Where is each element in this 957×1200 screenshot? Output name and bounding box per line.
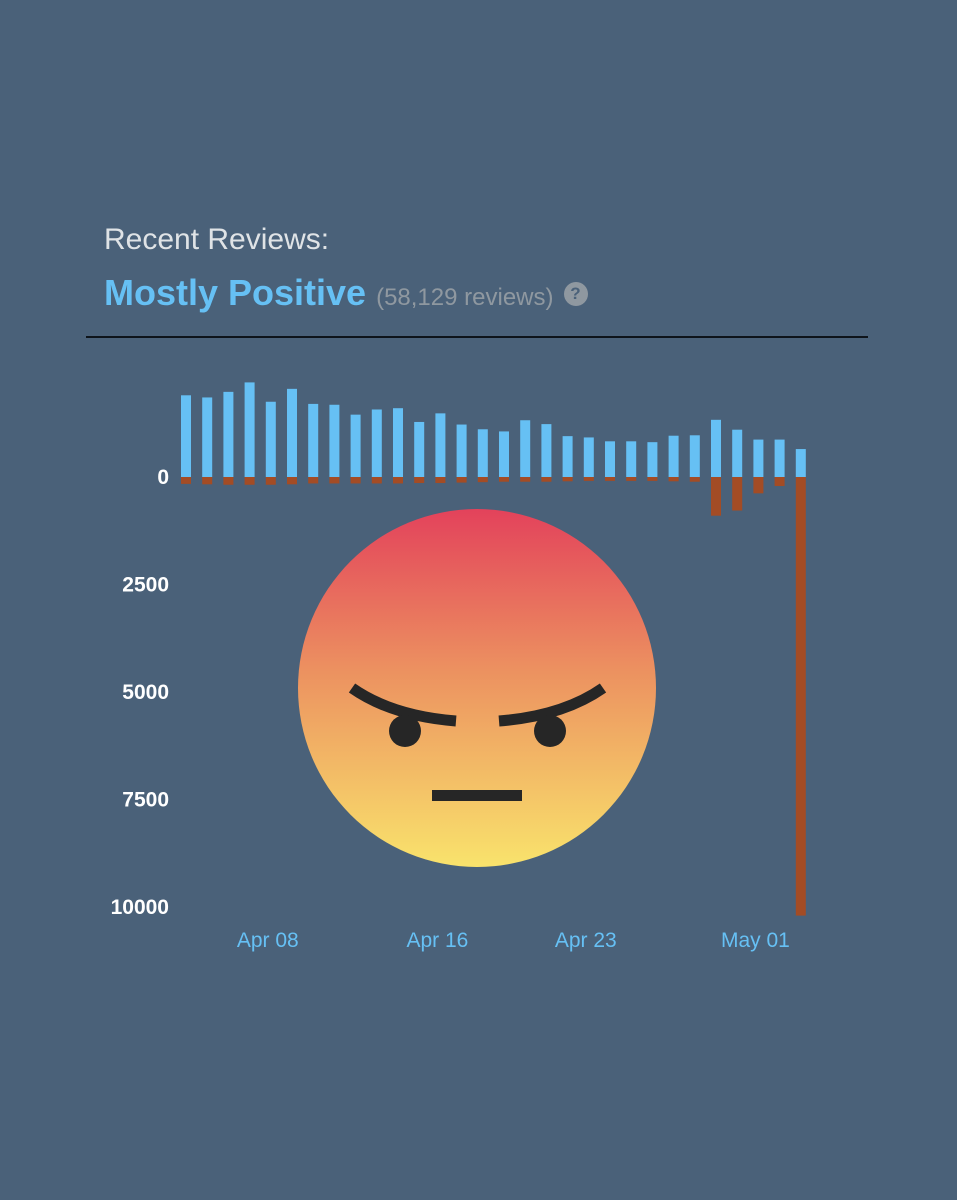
- negative-bar[interactable]: [329, 477, 340, 484]
- positive-bar[interactable]: [393, 408, 403, 477]
- x-axis-ticks: Apr 08 Apr 16 Apr 23 May 01: [237, 929, 790, 952]
- negative-bar[interactable]: [308, 477, 319, 484]
- x-tick-label: Apr 16: [406, 929, 468, 952]
- negative-bar[interactable]: [499, 477, 509, 482]
- y-axis-ticks: 0 2500 5000 7500 10000: [111, 466, 169, 919]
- positive-bar[interactable]: [308, 403, 319, 477]
- negative-bar[interactable]: [371, 477, 382, 484]
- negative-bar[interactable]: [562, 477, 573, 482]
- negative-bar[interactable]: [732, 477, 743, 511]
- right-eye: [534, 715, 566, 747]
- negative-bar[interactable]: [795, 477, 806, 916]
- reviews-summary-row: Mostly Positive (58,129 reviews) ?: [104, 272, 588, 314]
- positive-bar[interactable]: [181, 395, 191, 477]
- positive-bar[interactable]: [668, 435, 679, 477]
- negative-bar[interactable]: [181, 477, 191, 484]
- positive-bar[interactable]: [456, 424, 467, 477]
- negative-bar[interactable]: [414, 477, 425, 484]
- header-divider: [86, 336, 868, 338]
- positive-bar[interactable]: [583, 437, 594, 477]
- y-tick-label: 7500: [122, 789, 169, 812]
- y-tick-label: 0: [157, 466, 169, 489]
- negative-bar[interactable]: [223, 477, 234, 485]
- reviews-heading: Recent Reviews:: [104, 223, 330, 256]
- negative-bar[interactable]: [202, 477, 213, 485]
- negative-bar[interactable]: [605, 477, 615, 481]
- positive-bar[interactable]: [329, 404, 340, 477]
- negative-bar[interactable]: [583, 477, 594, 481]
- positive-bar[interactable]: [435, 413, 446, 477]
- positive-bar[interactable]: [477, 429, 488, 477]
- positive-bar[interactable]: [732, 429, 743, 477]
- negative-bar[interactable]: [774, 477, 785, 487]
- positive-bar[interactable]: [350, 414, 361, 477]
- positive-bar[interactable]: [647, 442, 658, 477]
- positive-bar[interactable]: [371, 409, 382, 477]
- y-tick-label: 5000: [122, 681, 169, 704]
- negative-bar[interactable]: [350, 477, 361, 484]
- negative-bar[interactable]: [244, 477, 255, 485]
- review-count: (58,129 reviews): [376, 284, 554, 311]
- review-summary-link[interactable]: Mostly Positive: [104, 272, 367, 313]
- negative-bar[interactable]: [520, 477, 531, 482]
- positive-bar[interactable]: [541, 424, 552, 477]
- negative-bar[interactable]: [626, 477, 637, 481]
- negative-bar[interactable]: [435, 477, 446, 484]
- negative-bar[interactable]: [753, 477, 764, 494]
- histogram-bars: [181, 382, 806, 916]
- positive-bar[interactable]: [520, 420, 531, 477]
- positive-bar[interactable]: [774, 439, 785, 477]
- positive-bar[interactable]: [562, 436, 573, 477]
- negative-bar[interactable]: [711, 477, 721, 516]
- negative-bar[interactable]: [668, 477, 679, 482]
- positive-bar[interactable]: [711, 419, 721, 477]
- positive-bar[interactable]: [244, 382, 255, 477]
- mouth: [432, 790, 522, 801]
- left-eye: [389, 715, 421, 747]
- question-mark-icon[interactable]: ?: [563, 282, 588, 306]
- positive-bar[interactable]: [626, 441, 637, 477]
- x-tick-label: Apr 08: [237, 929, 299, 952]
- positive-bar[interactable]: [605, 441, 615, 477]
- positive-bar[interactable]: [287, 388, 297, 477]
- left-eyebrow: [348, 683, 457, 727]
- negative-bar[interactable]: [393, 477, 403, 484]
- negative-bar[interactable]: [456, 477, 467, 483]
- negative-bar[interactable]: [265, 477, 276, 485]
- positive-bar[interactable]: [223, 391, 234, 477]
- negative-bar[interactable]: [647, 477, 658, 481]
- negative-bar[interactable]: [689, 477, 700, 482]
- positive-bar[interactable]: [414, 421, 425, 477]
- negative-bar[interactable]: [541, 477, 552, 482]
- x-tick-label: May 01: [721, 929, 790, 952]
- negative-bar[interactable]: [477, 477, 488, 483]
- emoji-face: [298, 509, 656, 867]
- x-tick-label: Apr 23: [555, 929, 617, 952]
- positive-bar[interactable]: [499, 431, 509, 477]
- positive-bar[interactable]: [689, 435, 700, 477]
- positive-bar[interactable]: [753, 439, 764, 477]
- reviews-header: Recent Reviews: Mostly Positive (58,129 …: [104, 222, 588, 314]
- positive-bar[interactable]: [795, 449, 806, 477]
- negative-bar[interactable]: [287, 477, 297, 485]
- y-tick-label: 10000: [111, 896, 169, 919]
- y-tick-label: 2500: [122, 574, 169, 597]
- right-eyebrow: [498, 683, 607, 727]
- positive-bar[interactable]: [202, 397, 213, 477]
- positive-bar[interactable]: [265, 401, 276, 477]
- angry-face-emoji: [298, 509, 656, 867]
